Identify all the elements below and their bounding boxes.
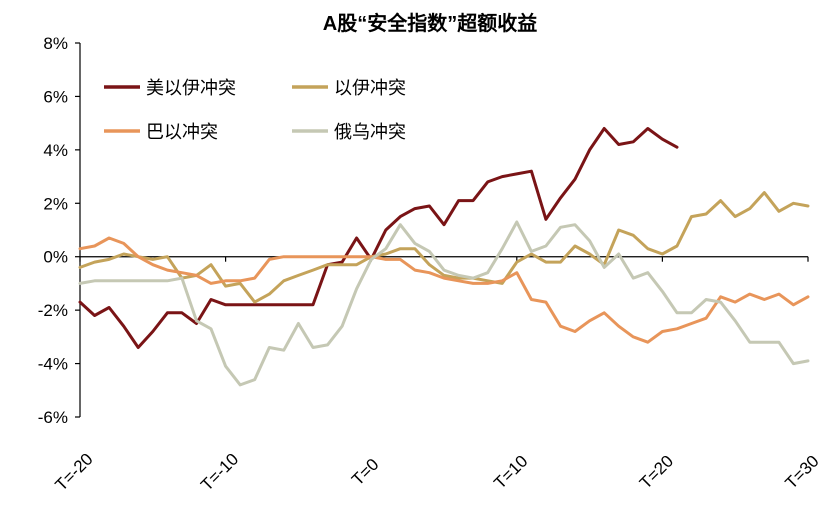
x-tick-label: T=-10 xyxy=(197,450,242,495)
x-tick-label: T=30 xyxy=(782,452,823,493)
x-tick-label: T=0 xyxy=(348,455,382,489)
y-tick-label: 8% xyxy=(43,34,68,53)
y-tick-label: -4% xyxy=(38,355,68,374)
x-tick-label: T=-20 xyxy=(52,450,97,495)
legend-label: 巴以冲突 xyxy=(146,122,218,142)
legend-label: 美以伊冲突 xyxy=(146,78,236,98)
series-line-3 xyxy=(78,236,810,344)
y-tick-label: 2% xyxy=(43,194,68,213)
series-line-1 xyxy=(78,127,679,349)
legend-label: 以伊冲突 xyxy=(334,78,406,98)
series-line-2 xyxy=(78,191,810,304)
chart-title: A股“安全指数”超额收益 xyxy=(323,11,537,35)
y-tick-label: -2% xyxy=(38,301,68,320)
series-line-4 xyxy=(78,220,810,387)
y-tick-label: 6% xyxy=(43,87,68,106)
y-tick-label: 0% xyxy=(43,248,68,267)
y-tick-label: -6% xyxy=(38,408,68,427)
series-group xyxy=(78,127,810,387)
x-tick-label: T=20 xyxy=(636,452,677,493)
legend-label: 俄乌冲突 xyxy=(334,122,406,142)
y-tick-label: 4% xyxy=(43,141,68,160)
x-tick-label: T=10 xyxy=(490,452,531,493)
